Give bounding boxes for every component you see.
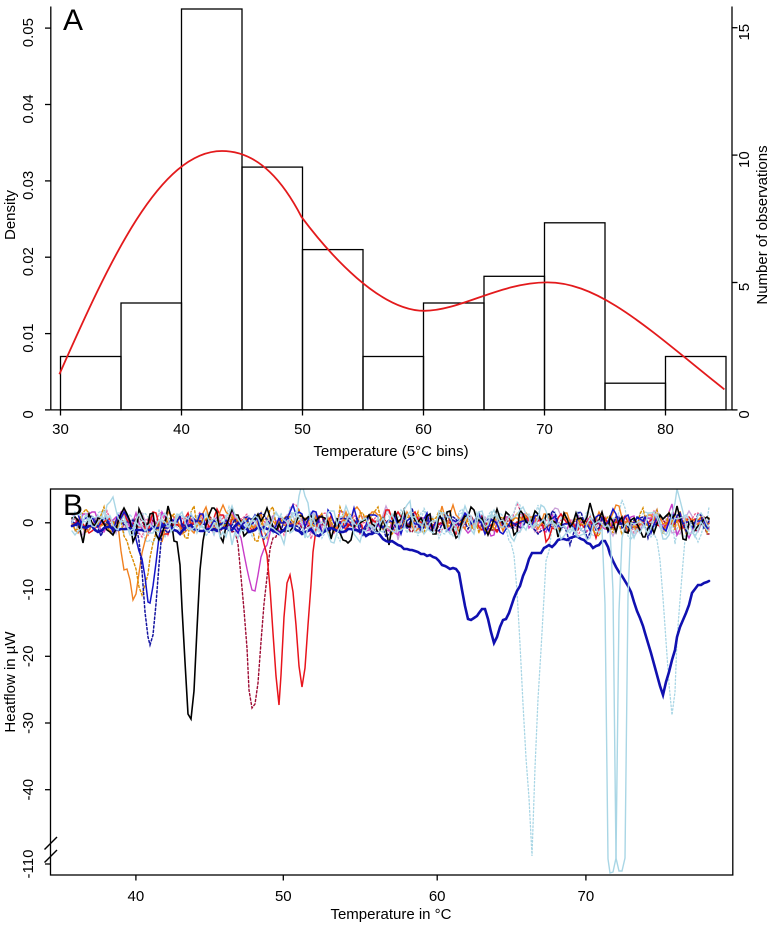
svg-text:-30: -30 (20, 712, 37, 734)
svg-text:40: 40 (173, 421, 190, 438)
svg-text:Temperature (5°C bins): Temperature (5°C bins) (313, 443, 468, 460)
svg-text:A: A (63, 4, 83, 37)
svg-text:-20: -20 (20, 645, 37, 667)
svg-text:0.03: 0.03 (20, 171, 37, 200)
svg-text:0: 0 (20, 519, 37, 527)
svg-text:5: 5 (736, 283, 753, 291)
svg-text:50: 50 (294, 421, 311, 438)
svg-text:0.05: 0.05 (20, 18, 37, 47)
svg-text:60: 60 (415, 421, 432, 438)
svg-text:0: 0 (736, 410, 753, 418)
svg-text:15: 15 (736, 24, 753, 41)
svg-text:50: 50 (275, 888, 292, 905)
svg-text:60: 60 (429, 888, 446, 905)
svg-text:B: B (63, 489, 83, 522)
svg-text:Heatflow in µW: Heatflow in µW (2, 631, 19, 733)
svg-text:10: 10 (736, 151, 753, 168)
svg-text:0: 0 (20, 410, 37, 418)
svg-text:70: 70 (578, 888, 595, 905)
svg-text:40: 40 (128, 888, 145, 905)
svg-text:0.04: 0.04 (20, 94, 37, 123)
svg-text:-40: -40 (20, 779, 37, 801)
svg-text:Number of observations: Number of observations (754, 145, 771, 304)
svg-text:Density: Density (2, 189, 19, 240)
svg-text:-110: -110 (20, 850, 37, 879)
svg-text:80: 80 (657, 421, 674, 438)
svg-text:0.01: 0.01 (20, 323, 37, 352)
svg-text:30: 30 (52, 421, 69, 438)
svg-text:-10: -10 (20, 579, 37, 601)
svg-text:70: 70 (536, 421, 553, 438)
svg-text:Temperature in °C: Temperature in °C (330, 906, 451, 923)
svg-text:0.02: 0.02 (20, 247, 37, 276)
